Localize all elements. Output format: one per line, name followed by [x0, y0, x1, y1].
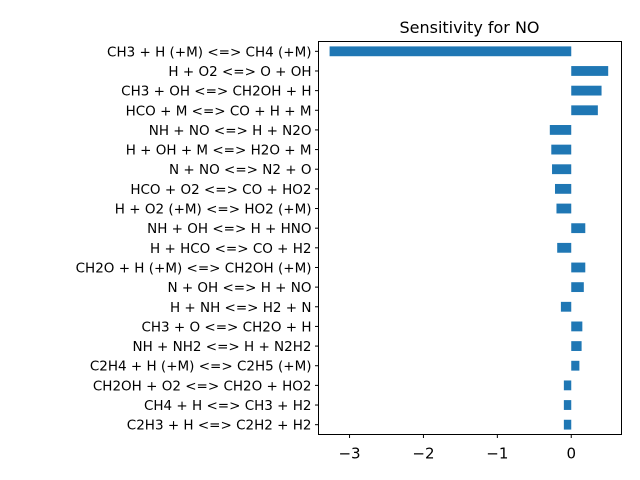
y-tick-label: CH2O + H (+M) <=> CH2OH (+M)	[76, 260, 312, 276]
y-tick-label: NH + NH2 <=> H + N2H2	[133, 339, 312, 355]
bar	[549, 125, 572, 135]
bar	[571, 105, 598, 116]
bar	[571, 341, 582, 351]
bar	[571, 360, 580, 371]
y-tick-label: N + NO <=> N2 + O	[169, 162, 311, 178]
bar	[571, 262, 586, 273]
chart-title: Sensitivity for NO	[399, 18, 539, 37]
bar	[571, 85, 602, 96]
x-tick-label: −3	[338, 445, 360, 463]
bar	[571, 321, 583, 332]
bars-group	[329, 46, 609, 430]
bar	[560, 301, 572, 312]
y-tick-label: H + O2 <=> O + OH	[168, 64, 311, 80]
y-tick-label: C2H3 + H <=> C2H2 + H2	[127, 418, 312, 434]
x-tick-label: −1	[486, 445, 508, 463]
y-tick-label: H + NH <=> H2 + N	[170, 300, 312, 316]
bar	[563, 400, 572, 410]
y-tick-label: NH + OH <=> H + HNO	[147, 221, 311, 237]
y-tick-label: H + OH + M <=> H2O + M	[126, 143, 312, 159]
y-tick-label: HCO + M <=> CO + H + M	[126, 103, 312, 119]
bar	[554, 183, 572, 194]
bar	[329, 46, 572, 57]
y-tick-label: CH3 + O <=> CH2O + H	[141, 319, 311, 335]
y-tick-label: H + O2 (+M) <=> HO2 (+M)	[115, 202, 312, 218]
x-tick-label: −2	[412, 445, 434, 463]
plot-frame	[318, 41, 622, 435]
y-tick-label: CH3 + OH <=> CH2OH + H	[121, 84, 311, 100]
x-tick-label: 0	[566, 445, 576, 463]
y-tick-label: N + OH <=> H + NO	[167, 280, 311, 296]
y-tick-label: H + HCO <=> CO + H2	[150, 241, 311, 257]
bar	[556, 203, 572, 214]
bar	[563, 419, 572, 430]
bar	[571, 66, 609, 76]
bar	[571, 223, 586, 234]
y-tick-label: HCO + O2 <=> CO + HO2	[130, 182, 311, 198]
y-tick-labels: CH3 + H (+M) <=> CH4 (+M) H + O2 <=> O + …	[76, 44, 319, 434]
bar	[563, 380, 572, 391]
bar	[552, 164, 572, 175]
y-tick-label: CH2OH + O2 <=> CH2O + HO2	[93, 378, 312, 394]
y-tick-label: NH + NO <=> H + N2O	[149, 123, 312, 139]
y-tick-label: CH4 + H <=> CH3 + H2	[144, 398, 312, 414]
bar	[571, 282, 584, 293]
y-tick-label: C2H4 + H (+M) <=> C2H5 (+M)	[90, 359, 312, 375]
x-ticks: −3 −2 −1 0	[338, 434, 576, 463]
bar	[557, 242, 572, 253]
y-tick-label: CH3 + H (+M) <=> CH4 (+M)	[107, 44, 311, 60]
bar	[551, 144, 572, 155]
